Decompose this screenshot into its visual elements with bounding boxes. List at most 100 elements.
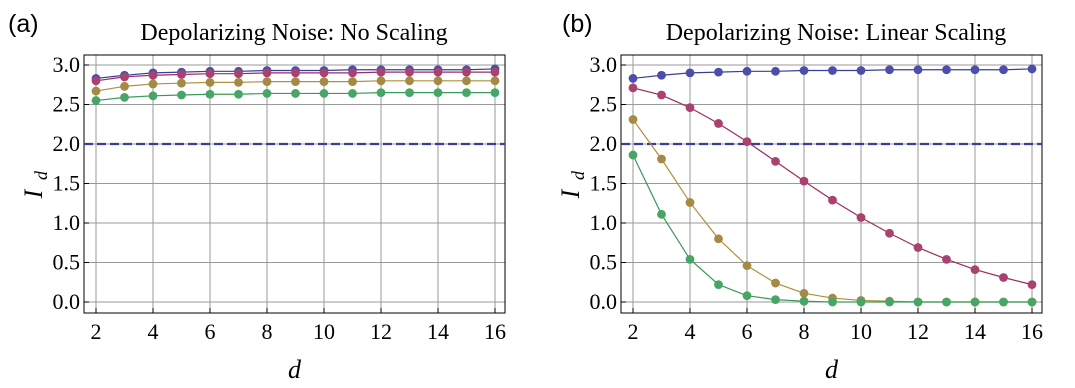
data-point bbox=[799, 176, 809, 186]
x-tick-label: 4 bbox=[148, 319, 159, 344]
data-point bbox=[291, 77, 300, 86]
y-tick-label: 0.5 bbox=[590, 250, 618, 275]
x-tick-label: 8 bbox=[799, 319, 810, 344]
panel-a: (a) Depolarizing Noise: No Scaling 2 4 6 8 10 1… bbox=[8, 10, 506, 384]
data-point bbox=[970, 65, 980, 75]
data-point bbox=[828, 195, 837, 205]
data-point bbox=[828, 297, 837, 307]
x-tick-label: 8 bbox=[262, 319, 273, 344]
data-point bbox=[433, 67, 443, 77]
data-point bbox=[148, 91, 158, 101]
data-point bbox=[714, 67, 723, 77]
data-point bbox=[714, 280, 723, 290]
chart-title: Depolarizing Noise: Linear Scaling bbox=[666, 20, 1007, 46]
data-point bbox=[628, 115, 638, 124]
axes-ticks: 2 4 6 8 10 12 14 16 0.0 0.5 1.0 1.5 2.0 2.5 3.0 bbox=[53, 52, 507, 344]
y-tick-label: 0.0 bbox=[590, 289, 618, 314]
x-tick-label: 10 bbox=[313, 319, 335, 344]
data-point bbox=[685, 68, 695, 78]
x-axis-label: d bbox=[825, 355, 839, 384]
data-point bbox=[462, 67, 471, 77]
data-point bbox=[262, 89, 272, 98]
data-point bbox=[657, 90, 666, 100]
y-tick-label: 2.0 bbox=[53, 131, 81, 156]
y-tick-label: 1.0 bbox=[53, 210, 81, 235]
data-point bbox=[942, 254, 951, 264]
y-tick-label: 3.0 bbox=[590, 52, 618, 77]
data-point bbox=[856, 66, 866, 75]
data-point bbox=[999, 297, 1008, 307]
data-point bbox=[148, 70, 158, 80]
x-tick-label: 16 bbox=[484, 319, 506, 344]
data-point bbox=[348, 77, 357, 86]
data-point bbox=[262, 68, 272, 78]
y-tick-label: 2.0 bbox=[590, 131, 618, 156]
x-tick-label: 16 bbox=[1021, 319, 1043, 344]
panel-b: (b) Depolarizing Noise: Linear Scaling 2 4 6… bbox=[556, 10, 1043, 384]
data-point bbox=[1027, 280, 1037, 290]
series-line bbox=[632, 87, 1033, 286]
x-tick-label: 12 bbox=[370, 319, 392, 344]
data-point bbox=[771, 278, 780, 288]
x-tick-label: 4 bbox=[685, 319, 696, 344]
data-point bbox=[942, 297, 951, 307]
panel-label: (b) bbox=[562, 10, 593, 38]
data-point bbox=[148, 79, 158, 89]
series-4 bbox=[628, 150, 1037, 307]
data-point bbox=[628, 74, 638, 83]
data-point bbox=[714, 234, 723, 244]
data-point bbox=[856, 213, 866, 222]
data-point bbox=[291, 68, 300, 78]
data-point bbox=[657, 70, 666, 80]
data-point bbox=[262, 77, 272, 86]
x-tick-label: 6 bbox=[205, 319, 216, 344]
data-point bbox=[177, 78, 186, 88]
data-point bbox=[799, 66, 809, 75]
data-point bbox=[685, 103, 695, 113]
data-point bbox=[376, 88, 386, 98]
series-line bbox=[632, 154, 1032, 303]
y-tick-label: 2.5 bbox=[53, 92, 81, 117]
x-tick-label: 12 bbox=[907, 319, 929, 344]
data-point bbox=[405, 76, 414, 86]
series-4 bbox=[91, 88, 500, 105]
data-point bbox=[433, 88, 443, 98]
y-tick-label: 3.0 bbox=[53, 52, 81, 77]
data-point bbox=[657, 154, 666, 164]
data-point bbox=[405, 88, 414, 98]
x-tick-label: 2 bbox=[91, 319, 102, 344]
series-2 bbox=[91, 67, 500, 86]
y-tick-label: 0.0 bbox=[53, 289, 81, 314]
data-point bbox=[714, 119, 723, 128]
data-point bbox=[405, 67, 414, 77]
data-point bbox=[234, 77, 243, 87]
data-point bbox=[91, 86, 101, 96]
data-point bbox=[234, 69, 243, 79]
data-point bbox=[885, 297, 894, 307]
y-tick-label: 1.5 bbox=[53, 171, 81, 196]
data-point bbox=[970, 265, 980, 275]
x-tick-label: 14 bbox=[427, 319, 449, 344]
data-point bbox=[685, 254, 695, 264]
data-point bbox=[490, 76, 500, 86]
y-tick-label: 0.5 bbox=[53, 250, 81, 275]
data-point bbox=[913, 297, 923, 307]
data-point bbox=[742, 66, 752, 76]
data-point bbox=[771, 156, 780, 166]
data-point bbox=[205, 69, 215, 79]
data-point bbox=[1027, 64, 1037, 74]
data-point bbox=[885, 65, 894, 75]
data-point bbox=[120, 72, 129, 82]
x-tick-label: 6 bbox=[742, 319, 753, 344]
series-2 bbox=[628, 83, 1037, 290]
data-point bbox=[348, 68, 357, 78]
data-point bbox=[177, 90, 186, 100]
data-point bbox=[433, 76, 443, 86]
data-point bbox=[799, 288, 809, 298]
data-point bbox=[742, 291, 752, 301]
data-point bbox=[120, 92, 129, 102]
data-point bbox=[376, 76, 386, 86]
data-point bbox=[177, 70, 186, 79]
data-point bbox=[999, 273, 1008, 282]
